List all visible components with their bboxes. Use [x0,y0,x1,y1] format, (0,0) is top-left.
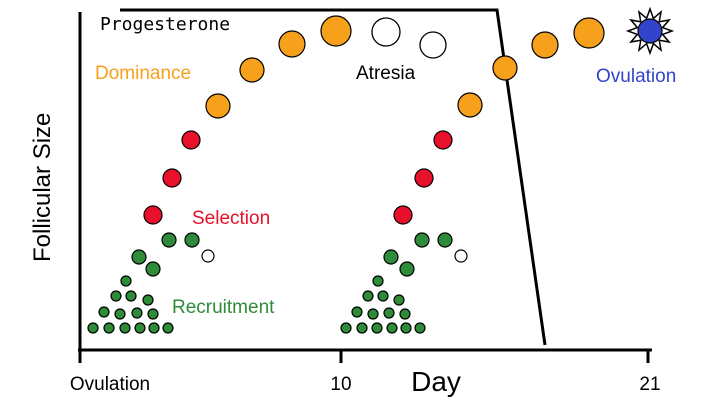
follicle [131,307,143,319]
follicle [573,17,605,49]
follicle [87,322,99,334]
follicle [320,15,352,47]
follicle [145,261,161,277]
follicle [414,322,426,334]
follicle [383,249,399,265]
y-axis-label: Follicular Size [29,113,56,262]
x-axis-label: Day [411,366,461,397]
follicle [143,205,163,225]
follicle [162,168,182,188]
follicle [125,290,137,302]
follicle [103,322,115,334]
follicle [371,17,401,47]
follicle [371,322,383,334]
wave1-atretic-small [201,249,215,263]
follicle [492,55,518,81]
follicle [131,249,147,265]
follicle [356,322,368,334]
wave1-selection [143,130,201,225]
wave1-dominance [205,15,352,119]
follicle [119,322,131,334]
follicle [98,306,110,318]
x-tick-label-10: 10 [330,374,351,395]
follicle [278,30,306,58]
follicle [372,275,384,287]
follicle [457,92,483,118]
follicle [433,130,453,150]
follicle [142,294,154,306]
follicle [148,322,160,334]
follicle [340,322,352,334]
follicle [377,290,389,302]
wave2-selection [393,130,453,225]
follicle [386,322,398,334]
follicle [110,290,122,302]
wave2-atretic-small [454,249,468,263]
follicle [531,31,559,59]
follicle [393,205,413,225]
wave2-dominance [457,17,605,118]
x-tick-label-ovulation: Ovulation [70,374,150,395]
follicle [400,322,412,334]
ovulated-follicle [637,18,663,44]
follicle [419,31,447,59]
follicle [399,261,415,277]
follicle [147,308,159,320]
ovulation-label: Ovulation [596,66,676,87]
wave1-recruitment-cluster [87,275,174,334]
progesterone-label: Progesterone [100,14,230,35]
follicle [362,290,374,302]
wave1-atresia [371,17,447,59]
atresia-label: Atresia [356,63,416,84]
recruitment-label: Recruitment [172,297,275,318]
follicle [437,232,453,248]
follicle [161,232,177,248]
wave2-growing [383,232,453,277]
follicle [162,322,174,334]
follicle [114,308,126,320]
wave2-recruitment-cluster [340,275,426,334]
follicle [367,308,379,320]
follicle [414,168,434,188]
dominance-label: Dominance [95,63,191,84]
follicle [184,232,200,248]
follicle [239,57,265,83]
follicle [205,93,231,119]
follicle [399,308,411,320]
follicle [134,322,146,334]
progesterone-curve [120,8,547,346]
follicle [383,307,395,319]
x-tick-label-21: 21 [639,374,660,395]
follicle [351,306,363,318]
follicle [120,275,132,287]
ovulation-burst-icon [625,6,675,56]
follicle [393,294,405,306]
wave1-growing [131,232,200,277]
follicle [181,130,201,150]
selection-label: Selection [192,208,270,229]
follicle [414,232,430,248]
